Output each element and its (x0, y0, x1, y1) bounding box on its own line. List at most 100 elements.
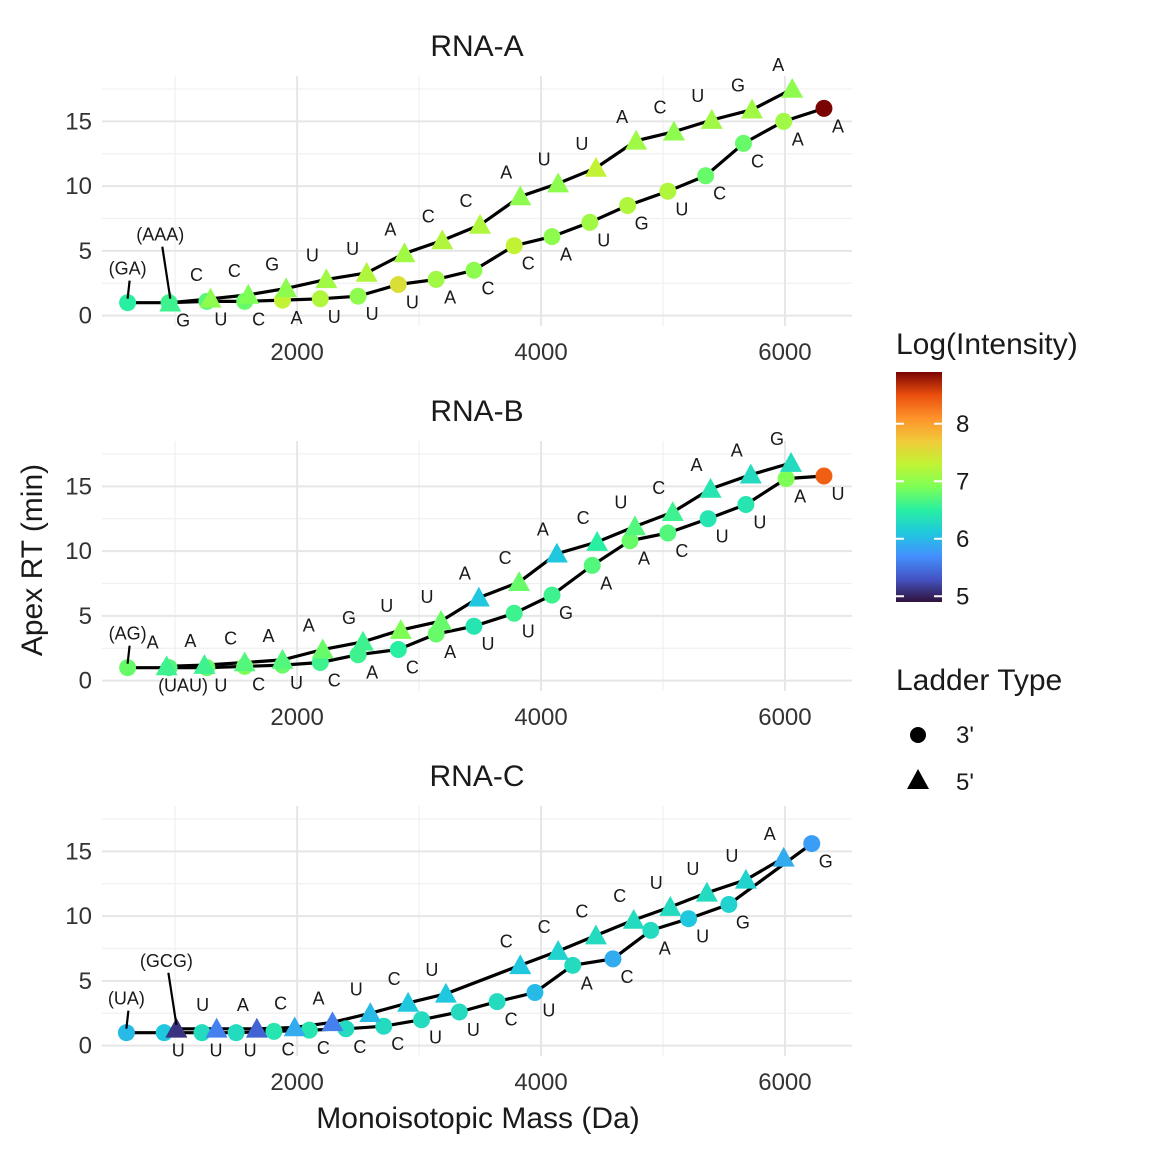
data-point-5prime (772, 846, 795, 867)
data-point-3prime (265, 1022, 283, 1040)
data-point-3prime (119, 294, 137, 312)
data-point-3prime (543, 228, 561, 246)
nucleotide-label: U (214, 676, 227, 696)
data-point-3prime (505, 604, 523, 622)
nucleotide-label: G (635, 214, 649, 234)
nucleotide-label: A (616, 107, 628, 127)
data-point-3prime (450, 1003, 468, 1021)
x-tick-label: 2000 (270, 704, 323, 731)
data-point-3prime (465, 617, 483, 635)
nucleotide-label: A (444, 287, 456, 307)
nucleotide-label: A (384, 219, 396, 239)
data-point-5prime (659, 896, 682, 916)
y-tick-label: 0 (79, 668, 92, 695)
nucleotide-label: C (505, 1010, 518, 1030)
nucleotide-label: U (481, 634, 494, 654)
nucleotide-label: U (380, 596, 393, 616)
nucleotide-label: A (764, 824, 776, 844)
data-point-3prime (300, 1021, 318, 1039)
data-point-3prime (699, 510, 717, 528)
nucleotide-label: U (831, 484, 844, 504)
data-point-3prime (619, 197, 637, 215)
label-leader-line (167, 972, 178, 1025)
data-point-3prime (642, 921, 660, 939)
data-point-3prime (720, 895, 738, 913)
data-point-3prime (227, 1024, 245, 1042)
data-point-5prime (155, 655, 178, 676)
nucleotide-label: U (290, 673, 303, 693)
nucleotide-label: A (537, 520, 549, 540)
data-point-5prime (547, 940, 570, 960)
nucleotide-label: U (650, 873, 663, 893)
nucleotide-label: C (500, 931, 513, 951)
nucleotide-label: C (522, 254, 535, 274)
y-tick-label: 15 (65, 108, 92, 135)
legend-circle-icon (910, 727, 926, 743)
nucleotide-label: C (751, 151, 764, 171)
nucleotide-label: G (559, 603, 573, 623)
y-tick-label: 5 (79, 968, 92, 995)
nucleotide-label: A (731, 441, 743, 461)
nucleotide-label: U (214, 309, 227, 329)
nucleotide-label: C (620, 967, 633, 987)
x-tick-label: 4000 (514, 1069, 567, 1096)
y-tick-label: 0 (79, 1033, 92, 1060)
x-tick-label: 2000 (270, 1069, 323, 1096)
nucleotide-label: U (421, 587, 434, 607)
data-point-5prime (283, 1016, 306, 1037)
x-tick-label: 6000 (758, 339, 811, 366)
data-point-5prime (434, 982, 457, 1003)
nucleotide-label: C (575, 902, 588, 922)
nucleotide-label: C (228, 261, 241, 281)
data-point-5prime (271, 648, 294, 669)
data-point-5prime (467, 586, 490, 607)
colorbar (896, 372, 942, 602)
nucleotide-label: A (659, 938, 671, 958)
data-point-3prime (427, 270, 445, 288)
data-point-5prime (275, 277, 298, 298)
nucleotide-label: C (713, 184, 726, 204)
data-point-3prime (737, 495, 755, 513)
nucleotide-label: (AG) (109, 624, 147, 644)
nucleotide-label: U (538, 150, 551, 170)
panel-title: RNA-A (430, 30, 523, 63)
nucleotide-label: U (614, 492, 627, 512)
y-tick-label: 10 (65, 903, 92, 930)
nucleotide-label: (GCG) (140, 951, 193, 971)
nucleotide-label: A (691, 455, 703, 475)
nucleotide-label: G (265, 254, 279, 274)
nucleotide-label: C (224, 629, 237, 649)
nucleotide-label: U (366, 304, 379, 324)
data-point-3prime (583, 556, 601, 574)
legend-label-5prime: 5' (956, 769, 974, 796)
data-point-5prime (623, 515, 646, 536)
y-tick-label: 5 (79, 238, 92, 265)
data-point-3prime (311, 290, 329, 308)
nucleotide-label: A (459, 564, 471, 584)
nucleotide-label: A (638, 549, 650, 569)
data-point-5prime (584, 156, 607, 177)
data-point-5prime (586, 531, 609, 551)
nucleotide-label: C (422, 207, 435, 227)
series-line-5prime (166, 461, 792, 668)
data-point-5prime (351, 630, 374, 651)
data-point-3prime (621, 532, 639, 550)
data-point-5prime (584, 924, 607, 945)
data-point-5prime (389, 619, 412, 639)
nucleotide-label: A (237, 995, 249, 1015)
y-tick-label: 15 (65, 473, 92, 500)
nucleotide-label: U (542, 1001, 555, 1021)
nucleotide-label: U (686, 859, 699, 879)
y-tick-label: 0 (79, 303, 92, 330)
x-tick-label: 4000 (514, 339, 567, 366)
data-point-5prime (165, 1017, 188, 1038)
nucleotide-label: U (306, 245, 319, 265)
nucleotide-label: U (328, 307, 341, 327)
panel-title: RNA-B (430, 395, 523, 428)
data-point-5prime (741, 98, 763, 119)
data-point-5prime (734, 868, 757, 889)
nucleotide-label: C (190, 265, 203, 285)
nucleotide-label: C (328, 671, 341, 691)
data-point-5prime (393, 242, 416, 263)
nucleotide-label: U (210, 1041, 223, 1061)
